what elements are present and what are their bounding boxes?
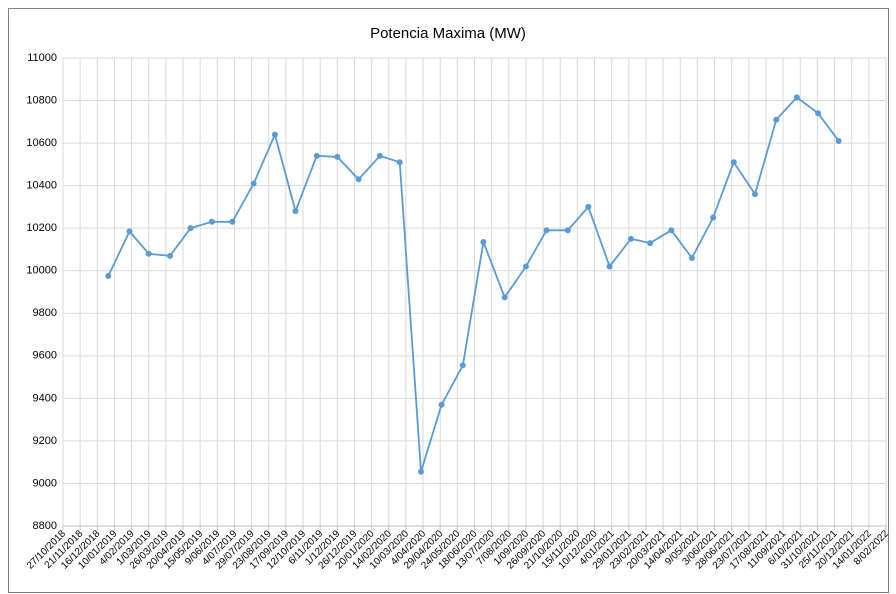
point	[376, 152, 383, 159]
point	[396, 159, 403, 166]
chart-border	[8, 8, 889, 593]
point	[647, 240, 654, 247]
point	[313, 152, 320, 159]
y-tick-label: 10200	[26, 222, 57, 234]
y-tick-label: 10800	[26, 94, 57, 106]
point	[250, 180, 257, 187]
point	[543, 227, 550, 234]
point	[187, 225, 194, 232]
y-tick-label: 10400	[26, 180, 57, 192]
point	[752, 191, 759, 198]
point	[564, 227, 571, 234]
point	[815, 110, 822, 117]
point	[355, 176, 362, 183]
chart-title: Potencia Maxima (MW)	[370, 25, 526, 42]
point	[334, 153, 341, 160]
point	[688, 254, 695, 261]
point	[459, 362, 466, 369]
point	[480, 239, 487, 246]
point	[208, 218, 215, 225]
point	[145, 250, 152, 257]
y-tick-label: 9000	[33, 477, 57, 489]
point	[229, 218, 236, 225]
y-tick-label: 9200	[33, 435, 57, 447]
point	[710, 214, 717, 221]
y-tick-label: 9800	[33, 307, 57, 319]
point	[105, 273, 112, 280]
y-tick-label: 8800	[33, 520, 57, 532]
point	[668, 227, 675, 234]
point	[793, 94, 800, 101]
point	[418, 468, 425, 475]
y-tick-label: 10600	[26, 137, 57, 149]
point	[773, 116, 780, 123]
point	[730, 159, 737, 166]
point	[166, 252, 173, 259]
y-tick-label: 9400	[33, 392, 57, 404]
y-tick-label: 9600	[33, 350, 57, 362]
y-tick-label: 10000	[26, 265, 57, 277]
point	[438, 401, 445, 408]
point	[292, 208, 299, 215]
point	[126, 228, 133, 235]
y-tick-label: 11000	[27, 52, 57, 64]
point	[271, 131, 278, 138]
point	[835, 137, 842, 144]
point	[501, 294, 508, 301]
line	[107, 96, 840, 473]
point	[606, 263, 613, 270]
point	[522, 263, 529, 270]
point	[627, 235, 634, 242]
point	[585, 203, 592, 210]
